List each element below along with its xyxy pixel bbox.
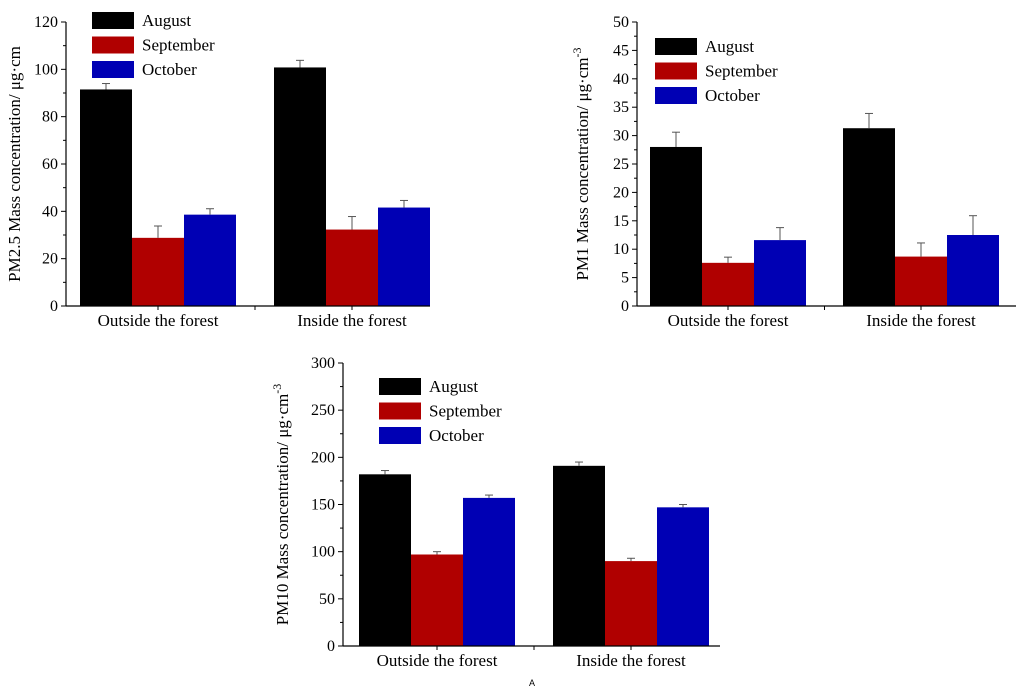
bar-august-inside xyxy=(274,67,326,306)
legend-label-august: August xyxy=(142,11,191,30)
legend-swatch-october xyxy=(655,87,697,104)
y-tick-label: 40 xyxy=(42,203,58,220)
bar-september-outside xyxy=(132,237,184,306)
bar-august-inside xyxy=(553,465,605,646)
bar-august-outside xyxy=(359,474,411,646)
bar-august-outside xyxy=(80,89,132,306)
y-tick-label: 0 xyxy=(327,638,335,655)
y-tick-label: 5 xyxy=(621,270,629,287)
y-tick-label: 150 xyxy=(311,497,335,514)
bar-september-inside xyxy=(326,229,378,306)
y-tick-label: 10 xyxy=(613,241,629,258)
bar-october-outside xyxy=(184,214,236,306)
legend-swatch-september xyxy=(655,62,697,80)
legend-label-august: August xyxy=(429,377,478,396)
legend-label-august: August xyxy=(705,37,754,56)
bar-september-outside xyxy=(411,554,463,646)
y-tick-label: 100 xyxy=(311,544,335,561)
legend-swatch-september xyxy=(379,402,421,420)
y-tick-label: 20 xyxy=(613,184,629,201)
bar-september-outside xyxy=(702,262,754,306)
bar-august-outside xyxy=(650,146,702,306)
y-axis-label: PM10 Mass concentration/ μg·cm-3 xyxy=(270,384,292,626)
legend-swatch-august xyxy=(655,38,697,55)
y-tick-label: 35 xyxy=(613,99,629,116)
x-tick-label: Outside the forest xyxy=(377,651,498,670)
bar-august-inside xyxy=(843,128,895,306)
pm10-chart: 0 50 100 150 200 250 300 Outside the forest Insi… xyxy=(270,355,720,670)
legend-label-october: October xyxy=(429,426,484,445)
y-tick-label: 60 xyxy=(42,156,58,173)
legend-swatch-august xyxy=(92,12,134,29)
y-tick-label: 25 xyxy=(613,156,629,173)
y-tick-label: 120 xyxy=(34,14,58,31)
bar-september-inside xyxy=(605,561,657,646)
x-tick-label: Inside the forest xyxy=(576,651,686,670)
y-axis-label-superscript: -3 xyxy=(570,48,584,58)
y-tick-label: 50 xyxy=(613,14,629,31)
y-tick-label: 40 xyxy=(613,71,629,88)
legend-swatch-october xyxy=(92,61,134,78)
y-tick-label: 100 xyxy=(34,61,58,78)
y-tick-label: 30 xyxy=(613,128,629,145)
pm1-chart: 0 5 10 15 20 25 30 35 40 45 50 Outside the forest In… xyxy=(570,14,1016,330)
legend-label-october: October xyxy=(705,86,760,105)
y-tick-label: 0 xyxy=(621,298,629,315)
legend-label-september: September xyxy=(429,402,502,421)
x-tick-label: Inside the forest xyxy=(297,311,407,330)
y-tick-label: 80 xyxy=(42,109,58,126)
figure-caption: A xyxy=(529,678,536,688)
legend-swatch-september xyxy=(92,36,134,54)
legend-label-october: October xyxy=(142,60,197,79)
legend-swatch-october xyxy=(379,427,421,444)
y-tick-label: 200 xyxy=(311,449,335,466)
y-tick-label: 300 xyxy=(311,355,335,372)
y-tick-label: 0 xyxy=(50,298,58,315)
bar-october-inside xyxy=(657,507,709,646)
pm25-chart: 0 20 40 60 80 100 120 Outside the forest Inside … xyxy=(5,11,430,330)
y-tick-label: 15 xyxy=(613,213,629,230)
legend-label-september: September xyxy=(705,62,778,81)
x-tick-label: Inside the forest xyxy=(866,311,976,330)
y-tick-label: 250 xyxy=(311,402,335,419)
y-axis-label: PM2.5 Mass concentration/ μg·cm xyxy=(5,46,24,282)
bar-september-inside xyxy=(895,256,947,306)
y-tick-label: 50 xyxy=(319,591,335,608)
bar-october-outside xyxy=(754,240,806,306)
x-tick-label: Outside the forest xyxy=(98,311,219,330)
y-axis-label: PM1 Mass concentration/ μg·cm-3 xyxy=(570,48,592,281)
legend-swatch-august xyxy=(379,378,421,395)
legend-label-september: September xyxy=(142,36,215,55)
bar-october-inside xyxy=(378,207,430,306)
bar-october-inside xyxy=(947,235,999,306)
bar-october-outside xyxy=(463,497,515,646)
y-tick-label: 20 xyxy=(42,251,58,268)
y-axis-label-superscript: -3 xyxy=(270,384,284,394)
x-tick-label: Outside the forest xyxy=(668,311,789,330)
y-tick-label: 45 xyxy=(613,42,629,59)
